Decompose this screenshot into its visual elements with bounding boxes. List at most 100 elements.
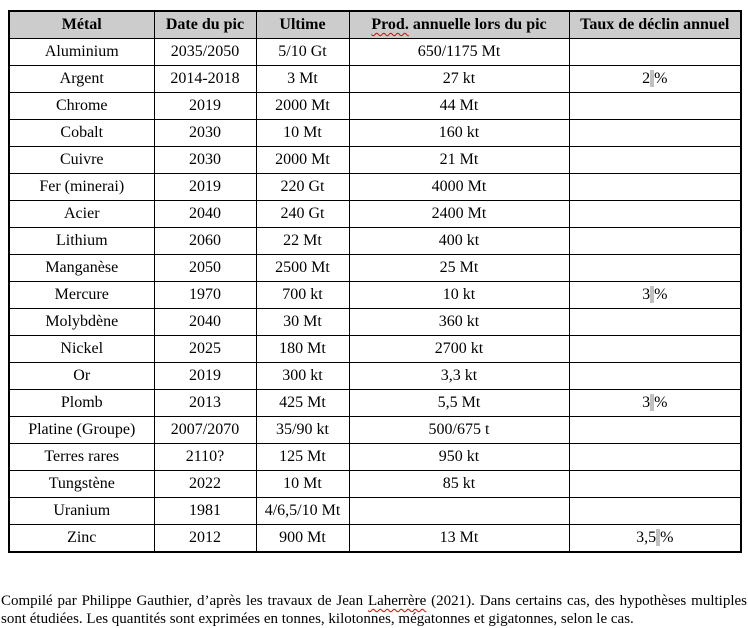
- table-row: Zinc 2012 900 Mt 13 Mt 3,5 %: [8, 524, 742, 553]
- cell-date-du-pic: 2030: [153, 146, 257, 174]
- cell-ultime: 22 Mt: [255, 227, 350, 255]
- table-row: Nickel 2025 180 Mt 2700 kt: [8, 335, 742, 363]
- cell-prod-annuelle: 500/675 t: [348, 416, 570, 444]
- cell-taux-declin: [568, 362, 742, 390]
- cell-metal: Fer (minerai): [8, 173, 155, 201]
- cell-date-du-pic: 2019: [153, 362, 257, 390]
- cell-taux-declin: [568, 173, 742, 201]
- cell-ultime: 35/90 kt: [255, 416, 350, 444]
- cell-date-du-pic: 2040: [153, 308, 257, 336]
- cell-prod-annuelle: 10 kt: [348, 281, 570, 309]
- table-row: Platine (Groupe) 2007/2070 35/90 kt 500/675…: [8, 416, 742, 444]
- table-row: Cuivre 2030 2000 Mt 21 Mt: [8, 146, 742, 174]
- header-row: Métal Date du pic Ultime Prod. annuelle …: [8, 10, 742, 39]
- cell-date-du-pic: 2012: [153, 524, 257, 553]
- cell-date-du-pic: 2110?: [153, 443, 257, 471]
- cell-metal: Platine (Groupe): [8, 416, 155, 444]
- cell-date-du-pic: 2019: [153, 92, 257, 120]
- table-row: Fer (minerai) 2019 220 Gt 4000 Mt: [8, 173, 742, 201]
- cell-ultime: 4/6,5/10 Mt: [255, 497, 350, 525]
- cell-taux-declin: [568, 416, 742, 444]
- cell-ultime: 180 Mt: [255, 335, 350, 363]
- cell-prod-annuelle: 5,5 Mt: [348, 389, 570, 417]
- column-header-metal: Métal: [8, 10, 155, 39]
- cell-metal: Argent: [8, 65, 155, 93]
- spellcheck-underline: Laherrère: [367, 593, 427, 609]
- cell-taux-declin: 3 %: [568, 389, 742, 417]
- cell-prod-annuelle: 650/1175 Mt: [348, 38, 570, 66]
- cell-date-du-pic: 2040: [153, 200, 257, 228]
- cell-prod-annuelle: 44 Mt: [348, 92, 570, 120]
- metals-table: Métal Date du pic Ultime Prod. annuelle …: [8, 10, 742, 553]
- table-row: Cobalt 2030 10 Mt 160 kt: [8, 119, 742, 147]
- cell-ultime: 2500 Mt: [255, 254, 350, 282]
- cell-metal: Tungstène: [8, 470, 155, 498]
- column-header-ultime: Ultime: [255, 10, 350, 39]
- cell-prod-annuelle: 27 kt: [348, 65, 570, 93]
- table-row: Chrome 2019 2000 Mt 44 Mt: [8, 92, 742, 120]
- cell-date-du-pic: 2013: [153, 389, 257, 417]
- cell-taux-declin: [568, 227, 742, 255]
- cell-ultime: 30 Mt: [255, 308, 350, 336]
- cell-prod-annuelle: 85 kt: [348, 470, 570, 498]
- table-row: Argent 2014-2018 3 Mt 27 kt 2 %: [8, 65, 742, 93]
- cell-metal: Manganèse: [8, 254, 155, 282]
- cell-metal: Nickel: [8, 335, 155, 363]
- cell-ultime: 2000 Mt: [255, 92, 350, 120]
- cell-ultime: 3 Mt: [255, 65, 350, 93]
- cell-prod-annuelle: 21 Mt: [348, 146, 570, 174]
- cell-ultime: 220 Gt: [255, 173, 350, 201]
- column-header-prod-annuelle: Prod. annuelle lors du pic: [348, 10, 570, 39]
- footer-text-part1: Compilé par Philippe Gauthier, d’après l…: [1, 593, 368, 609]
- cell-date-du-pic: 2019: [153, 173, 257, 201]
- cell-taux-declin: [568, 200, 742, 228]
- cell-metal: Mercure: [8, 281, 155, 309]
- spellcheck-underline: Prod.: [371, 16, 409, 33]
- table-row: Mercure 1970 700 kt 10 kt 3 %: [8, 281, 742, 309]
- cell-taux-declin: [568, 254, 742, 282]
- cell-prod-annuelle: 950 kt: [348, 443, 570, 471]
- cell-metal: Cobalt: [8, 119, 155, 147]
- cell-ultime: 10 Mt: [255, 470, 350, 498]
- cell-ultime: 700 kt: [255, 281, 350, 309]
- cell-ultime: 900 Mt: [255, 524, 350, 553]
- footer-note: Compilé par Philippe Gauthier, d’après l…: [1, 593, 747, 628]
- nbsp-formatting-mark: [650, 70, 655, 87]
- cell-prod-annuelle: 2700 kt: [348, 335, 570, 363]
- cell-prod-annuelle: 25 Mt: [348, 254, 570, 282]
- cell-ultime: 240 Gt: [255, 200, 350, 228]
- cell-ultime: 300 kt: [255, 362, 350, 390]
- cell-metal: Plomb: [8, 389, 155, 417]
- cell-date-du-pic: 2050: [153, 254, 257, 282]
- cell-prod-annuelle: [348, 497, 570, 525]
- cell-metal: Cuivre: [8, 146, 155, 174]
- cell-taux-declin: [568, 470, 742, 498]
- cell-taux-declin: 2 %: [568, 65, 742, 93]
- cell-date-du-pic: 2022: [153, 470, 257, 498]
- cell-date-du-pic: 1970: [153, 281, 257, 309]
- column-header-date-du-pic: Date du pic: [153, 10, 257, 39]
- table-row: Uranium 1981 4/6,5/10 Mt: [8, 497, 742, 525]
- cell-prod-annuelle: 400 kt: [348, 227, 570, 255]
- table-row: Terres rares 2110? 125 Mt 950 kt: [8, 443, 742, 471]
- cell-prod-annuelle: 3,3 kt: [348, 362, 570, 390]
- cell-metal: Molybdène: [8, 308, 155, 336]
- cell-taux-declin: [568, 335, 742, 363]
- nbsp-formatting-mark: [650, 394, 655, 411]
- cell-taux-declin: [568, 119, 742, 147]
- cell-taux-declin: [568, 92, 742, 120]
- cell-ultime: 125 Mt: [255, 443, 350, 471]
- cell-prod-annuelle: 13 Mt: [348, 524, 570, 553]
- table-row: Manganèse 2050 2500 Mt 25 Mt: [8, 254, 742, 282]
- table-row: Molybdène 2040 30 Mt 360 kt: [8, 308, 742, 336]
- cell-prod-annuelle: 160 kt: [348, 119, 570, 147]
- table-row: Tungstène 2022 10 Mt 85 kt: [8, 470, 742, 498]
- cell-taux-declin: 3 %: [568, 281, 742, 309]
- cell-taux-declin: 3,5 %: [568, 524, 742, 553]
- cell-taux-declin: [568, 38, 742, 66]
- cell-metal: Lithium: [8, 227, 155, 255]
- metals-table-container: Métal Date du pic Ultime Prod. annuelle …: [8, 10, 742, 553]
- cell-metal: Acier: [8, 200, 155, 228]
- nbsp-formatting-mark: [650, 286, 655, 303]
- cell-taux-declin: [568, 308, 742, 336]
